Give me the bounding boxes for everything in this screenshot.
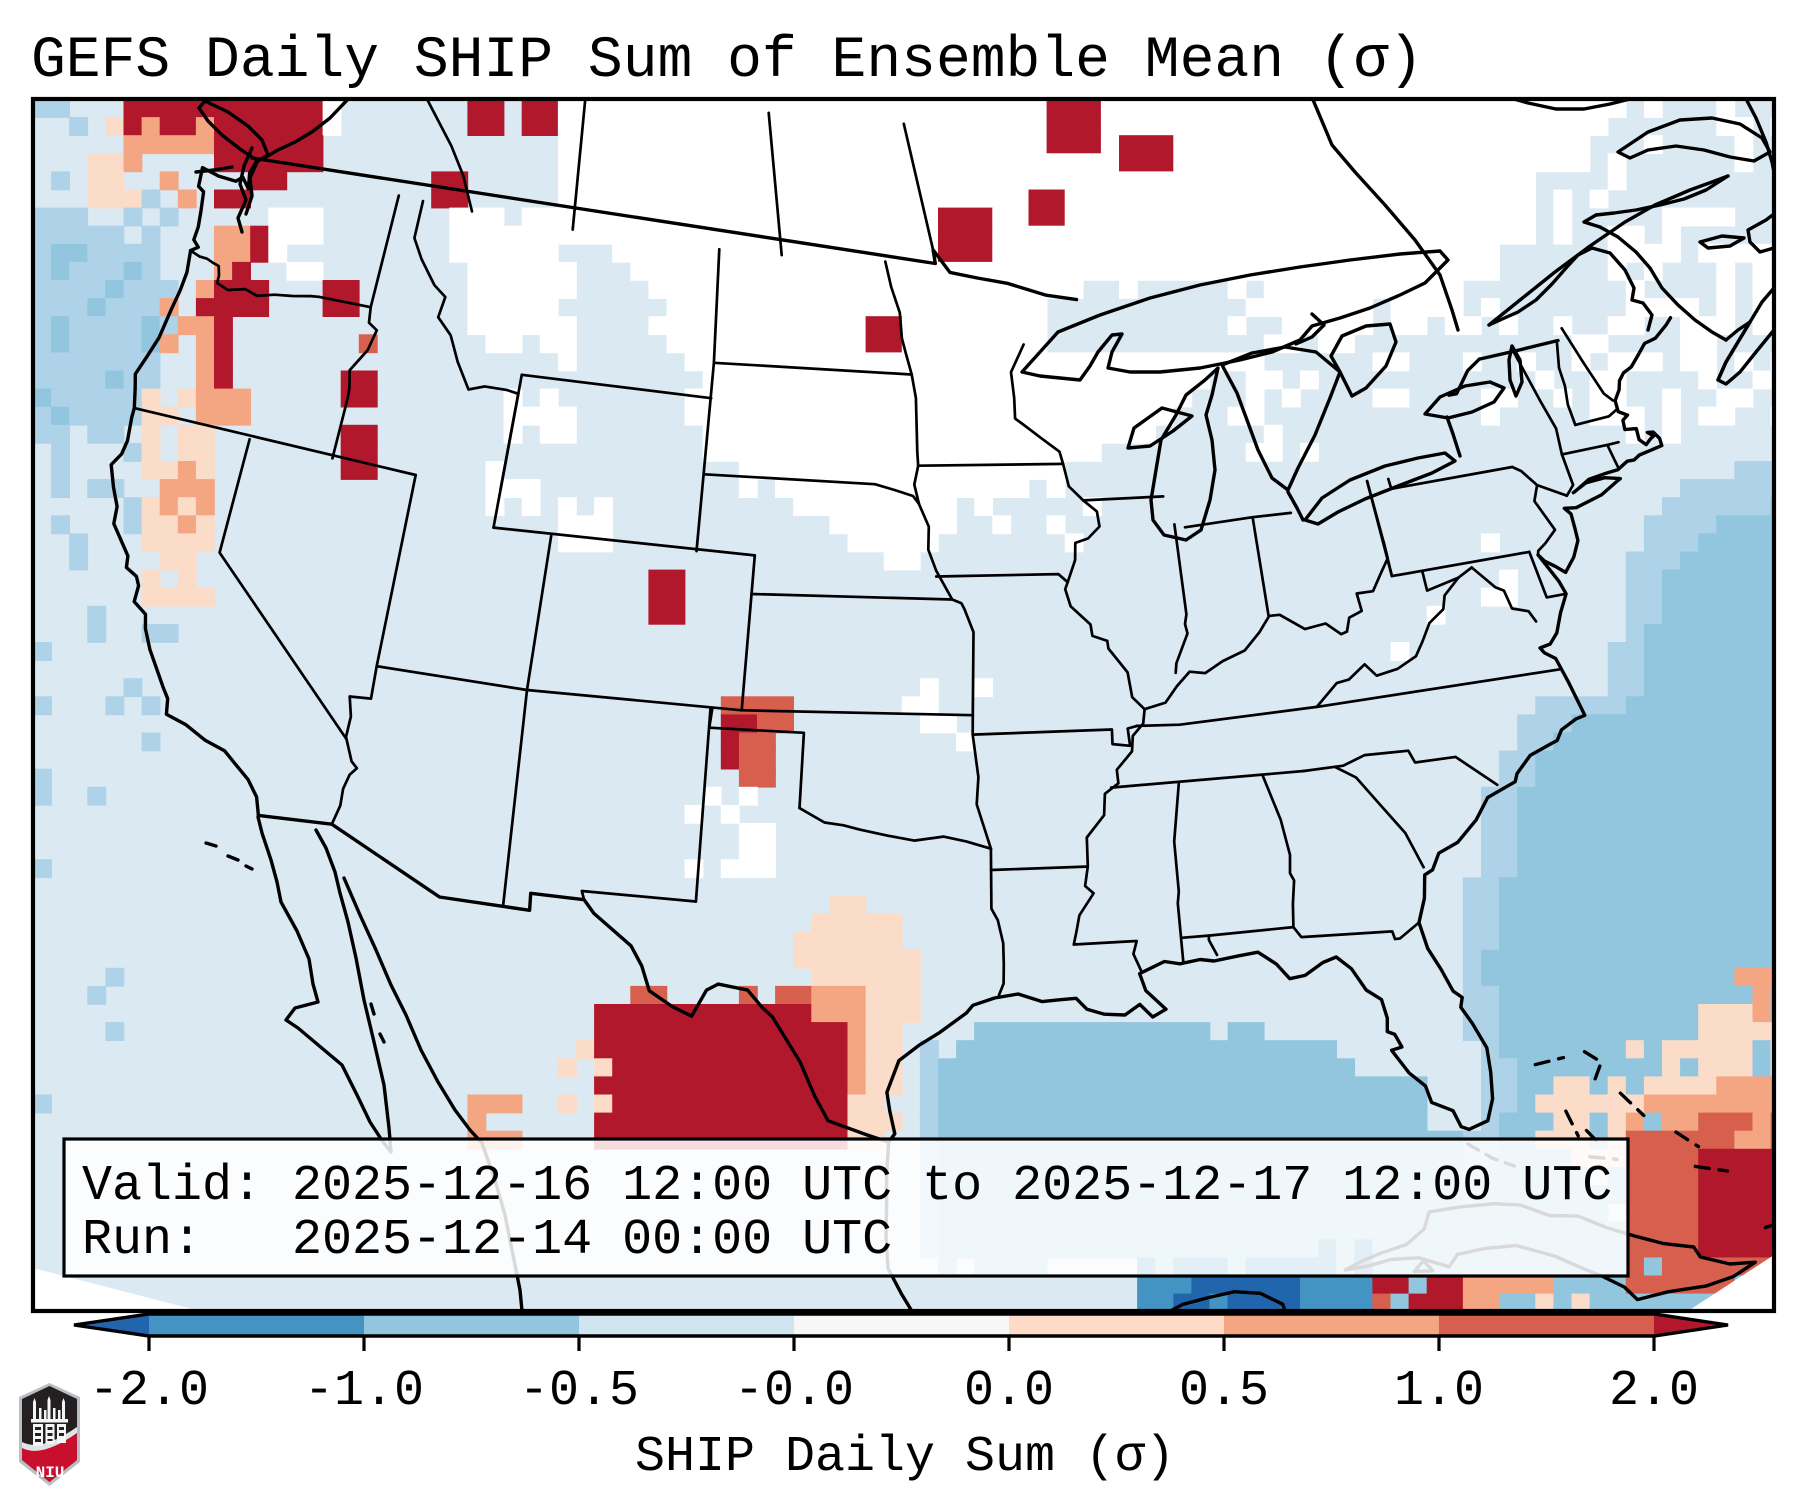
svg-text:0.5: 0.5 <box>1179 1363 1269 1420</box>
svg-text:2.0: 2.0 <box>1609 1363 1699 1420</box>
svg-text:GEFS Daily SHIP Sum of Ensembl: GEFS Daily SHIP Sum of Ensemble Mean (σ) <box>31 29 1423 94</box>
svg-text:NIU: NIU <box>36 1464 65 1482</box>
svg-text:-0.0: -0.0 <box>734 1363 854 1420</box>
svg-text:-0.5: -0.5 <box>519 1363 639 1420</box>
svg-text:1.0: 1.0 <box>1394 1363 1484 1420</box>
svg-text:SHIP Daily Sum (σ): SHIP Daily Sum (σ) <box>635 1429 1175 1486</box>
svg-text:Valid: 2025-12-16 12:00 UTC to: Valid: 2025-12-16 12:00 UTC to 2025-12-1… <box>82 1158 1612 1215</box>
svg-text:-1.0: -1.0 <box>304 1363 424 1420</box>
svg-text:-2.0: -2.0 <box>89 1363 209 1420</box>
svg-text:Run: 2025-12-14 00:00 UTC: Run: 2025-12-14 00:00 UTC <box>82 1212 892 1269</box>
svg-text:0.0: 0.0 <box>964 1363 1054 1420</box>
